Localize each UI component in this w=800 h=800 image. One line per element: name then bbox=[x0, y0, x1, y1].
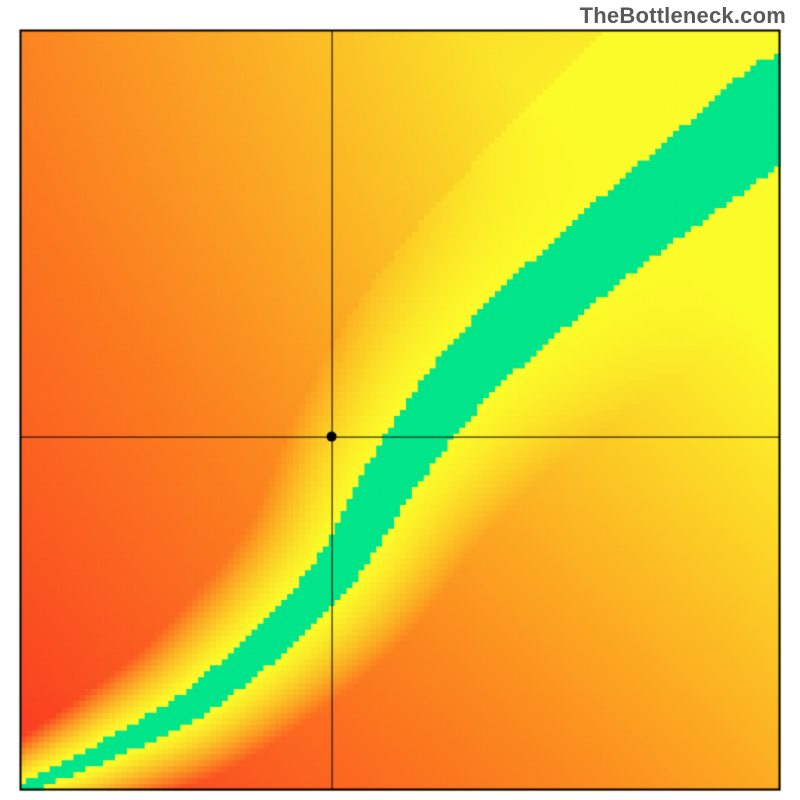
heatmap-canvas bbox=[0, 0, 800, 800]
watermark-text: TheBottleneck.com bbox=[580, 3, 786, 29]
chart-container: { "watermark": { "text": "TheBottleneck.… bbox=[0, 0, 800, 800]
